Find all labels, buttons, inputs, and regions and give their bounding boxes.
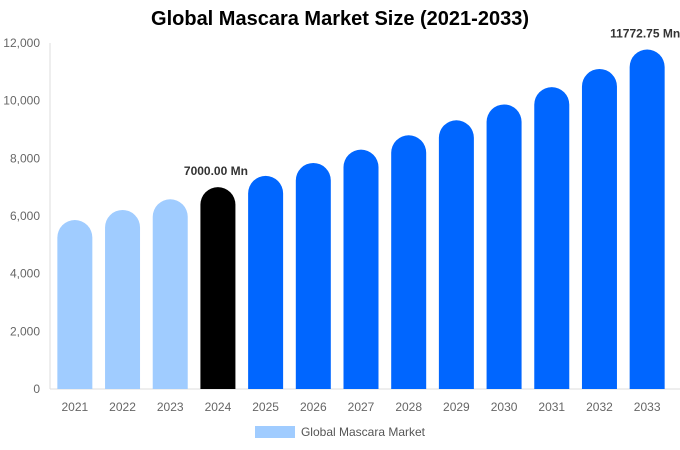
x-tick-label: 2032 (586, 400, 613, 414)
x-tick-label: 2031 (538, 400, 565, 414)
bar-2024[interactable] (200, 187, 236, 389)
x-tick-label: 2022 (109, 400, 136, 414)
bar-2032[interactable] (581, 68, 617, 389)
bar-2021[interactable] (57, 220, 93, 389)
legend-label: Global Mascara Market (300, 425, 426, 439)
bar-2022[interactable] (105, 209, 141, 389)
x-tick-label: 2033 (634, 400, 661, 414)
x-tick-label: 2028 (395, 400, 422, 414)
chart-title: Global Mascara Market Size (2021-2033) (151, 8, 529, 30)
x-tick-label: 2026 (300, 400, 327, 414)
x-tick-label: 2021 (61, 400, 88, 414)
x-tick-label: 2030 (491, 400, 518, 414)
bar-2029[interactable] (438, 120, 474, 390)
bar-2030[interactable] (486, 104, 522, 390)
bar-2033[interactable] (629, 49, 665, 390)
x-tick-label: 2029 (443, 400, 470, 414)
y-tick-label: 12,000 (3, 36, 40, 50)
y-tick-label: 4,000 (10, 267, 40, 281)
x-tick-label: 2025 (252, 400, 279, 414)
bar-2023[interactable] (152, 199, 188, 389)
y-tick-label: 10,000 (3, 94, 40, 108)
x-tick-label: 2027 (348, 400, 375, 414)
data-label: 11772.75 Mn (610, 27, 680, 41)
bar-2027[interactable] (343, 149, 379, 389)
x-tick-label: 2024 (205, 400, 232, 414)
y-tick-label: 2,000 (10, 324, 40, 338)
bar-2028[interactable] (391, 135, 427, 389)
bar-2025[interactable] (248, 175, 284, 389)
bar-2031[interactable] (534, 87, 570, 390)
legend[interactable]: Global Mascara Market (0, 425, 680, 439)
y-tick-label: 6,000 (10, 209, 40, 223)
legend-swatch (254, 426, 295, 438)
bar-2026[interactable] (295, 162, 331, 389)
data-label: 7000.00 Mn (184, 164, 248, 178)
y-tick-label: 8,000 (10, 151, 40, 165)
y-tick-label: 0 (33, 382, 40, 396)
x-tick-label: 2023 (157, 400, 184, 414)
